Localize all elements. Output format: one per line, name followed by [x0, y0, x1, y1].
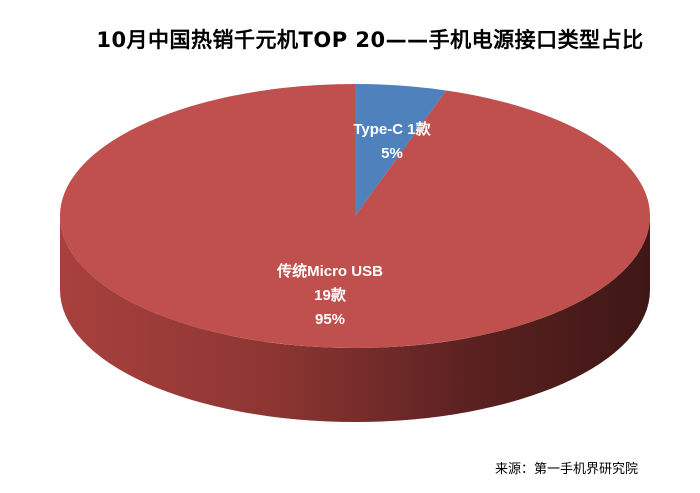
slice-label-type-c-percent: 5%: [381, 145, 403, 162]
chart-title: 10月中国热销千元机TOP 20——手机电源接口类型占比: [96, 28, 644, 52]
pie-side-micro-usb: [60, 216, 650, 422]
pie-tops: [59, 84, 650, 349]
pie-slice-micro-usb: [59, 84, 650, 349]
slice-label-micro-usb-name: 传统Micro USB: [276, 262, 383, 280]
slice-label-micro-usb-count: 19款: [314, 286, 347, 304]
pie-slice-type-c: [355, 84, 447, 216]
slice-label-micro-usb-percent: 95%: [315, 311, 345, 328]
pie-labels: Type-C 1款 5% 传统Micro USB 19款 95%: [276, 120, 432, 328]
source-note: 来源：第一手机界研究院: [494, 462, 638, 477]
slice-label-type-c-name: Type-C 1款: [353, 120, 431, 138]
pie-sides: [60, 216, 650, 422]
